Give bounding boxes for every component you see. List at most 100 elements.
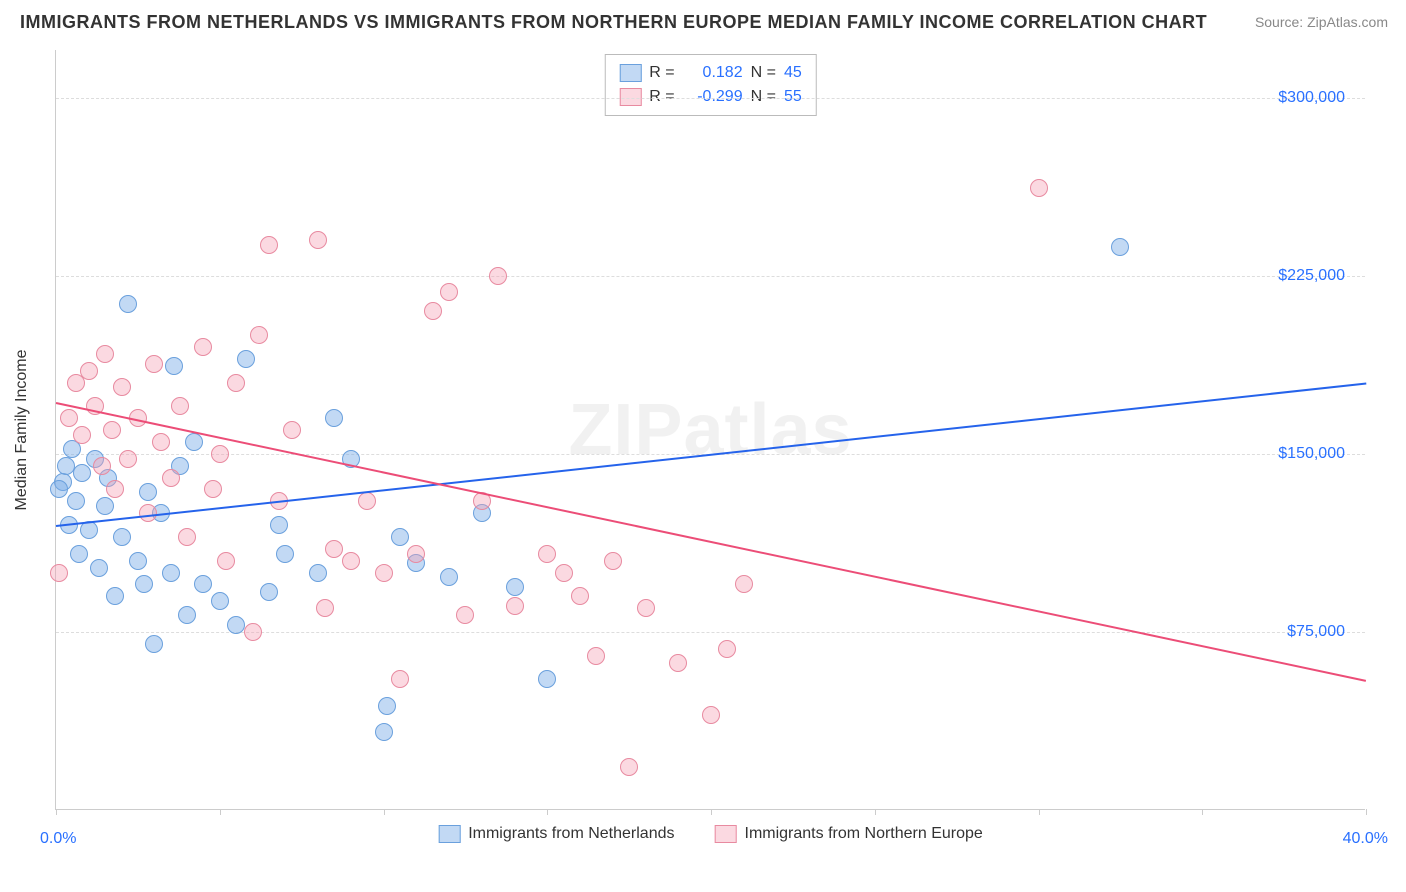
scatter-point: [60, 409, 78, 427]
scatter-point: [139, 504, 157, 522]
scatter-point: [270, 516, 288, 534]
scatter-point: [178, 528, 196, 546]
watermark: ZIPatlas: [568, 389, 852, 471]
scatter-point: [70, 545, 88, 563]
scatter-point: [211, 445, 229, 463]
scatter-point: [162, 564, 180, 582]
scatter-point: [489, 267, 507, 285]
scatter-point: [171, 397, 189, 415]
scatter-point: [538, 670, 556, 688]
y-tick-label: $75,000: [1287, 623, 1345, 641]
gridline: [56, 98, 1365, 99]
x-tick: [56, 809, 57, 815]
swatch-blue: [438, 825, 460, 843]
x-tick: [1366, 809, 1367, 815]
scatter-point: [424, 302, 442, 320]
swatch-pink: [714, 825, 736, 843]
scatter-point: [1030, 179, 1048, 197]
scatter-point: [309, 231, 327, 249]
x-tick: [875, 809, 876, 815]
scatter-point: [211, 592, 229, 610]
y-axis-title: Median Family Income: [13, 350, 31, 511]
scatter-point: [506, 578, 524, 596]
scatter-point: [358, 492, 376, 510]
scatter-point: [204, 480, 222, 498]
scatter-point: [375, 564, 393, 582]
scatter-point: [50, 564, 68, 582]
r-value-blue: 0.182: [683, 64, 743, 82]
x-tick: [384, 809, 385, 815]
scatter-point: [165, 357, 183, 375]
x-tick: [711, 809, 712, 815]
r-label: R =: [649, 64, 674, 82]
scatter-point: [440, 283, 458, 301]
scatter-point: [391, 528, 409, 546]
scatter-point: [250, 326, 268, 344]
scatter-point: [80, 362, 98, 380]
scatter-point: [325, 540, 343, 558]
legend-item-pink: Immigrants from Northern Europe: [714, 825, 982, 843]
n-label: N =: [751, 64, 776, 82]
correlation-legend: R = 0.182 N = 45 R = -0.299 N = 55: [604, 54, 816, 116]
chart-title: IMMIGRANTS FROM NETHERLANDS VS IMMIGRANT…: [20, 12, 1207, 33]
scatter-point: [555, 564, 573, 582]
scatter-point: [139, 483, 157, 501]
legend-row-blue: R = 0.182 N = 45: [619, 61, 801, 85]
y-tick-label: $300,000: [1278, 89, 1345, 107]
scatter-point: [135, 575, 153, 593]
plot-area: ZIPatlas R = 0.182 N = 45 R = -0.299 N =…: [55, 50, 1365, 810]
swatch-blue: [619, 64, 641, 82]
y-tick-label: $225,000: [1278, 267, 1345, 285]
scatter-point: [106, 480, 124, 498]
scatter-point: [571, 587, 589, 605]
scatter-point: [440, 568, 458, 586]
scatter-point: [342, 552, 360, 570]
scatter-point: [50, 480, 68, 498]
scatter-point: [185, 433, 203, 451]
x-min-label: 0.0%: [40, 830, 76, 848]
scatter-point: [113, 378, 131, 396]
scatter-point: [325, 409, 343, 427]
scatter-point: [152, 433, 170, 451]
scatter-point: [375, 723, 393, 741]
x-tick: [220, 809, 221, 815]
scatter-point: [244, 623, 262, 641]
scatter-point: [309, 564, 327, 582]
scatter-point: [604, 552, 622, 570]
n-value-blue: 45: [784, 64, 802, 82]
scatter-point: [90, 559, 108, 577]
scatter-point: [587, 647, 605, 665]
x-tick: [1202, 809, 1203, 815]
scatter-point: [735, 575, 753, 593]
scatter-point: [67, 492, 85, 510]
scatter-point: [194, 338, 212, 356]
scatter-point: [378, 697, 396, 715]
scatter-point: [391, 670, 409, 688]
scatter-point: [456, 606, 474, 624]
series-name-blue: Immigrants from Netherlands: [468, 825, 674, 843]
scatter-point: [506, 597, 524, 615]
scatter-point: [283, 421, 301, 439]
scatter-point: [129, 552, 147, 570]
scatter-point: [718, 640, 736, 658]
scatter-point: [103, 421, 121, 439]
series-legend: Immigrants from Netherlands Immigrants f…: [438, 825, 983, 843]
scatter-point: [194, 575, 212, 593]
scatter-point: [106, 587, 124, 605]
scatter-point: [162, 469, 180, 487]
scatter-point: [620, 758, 638, 776]
scatter-point: [217, 552, 235, 570]
scatter-point: [145, 355, 163, 373]
scatter-point: [407, 545, 425, 563]
scatter-point: [96, 345, 114, 363]
scatter-point: [260, 583, 278, 601]
series-name-pink: Immigrants from Northern Europe: [744, 825, 982, 843]
scatter-point: [237, 350, 255, 368]
scatter-point: [119, 450, 137, 468]
x-max-label: 40.0%: [1343, 830, 1388, 848]
scatter-point: [73, 426, 91, 444]
x-tick: [547, 809, 548, 815]
legend-item-blue: Immigrants from Netherlands: [438, 825, 674, 843]
scatter-point: [669, 654, 687, 672]
scatter-point: [227, 374, 245, 392]
